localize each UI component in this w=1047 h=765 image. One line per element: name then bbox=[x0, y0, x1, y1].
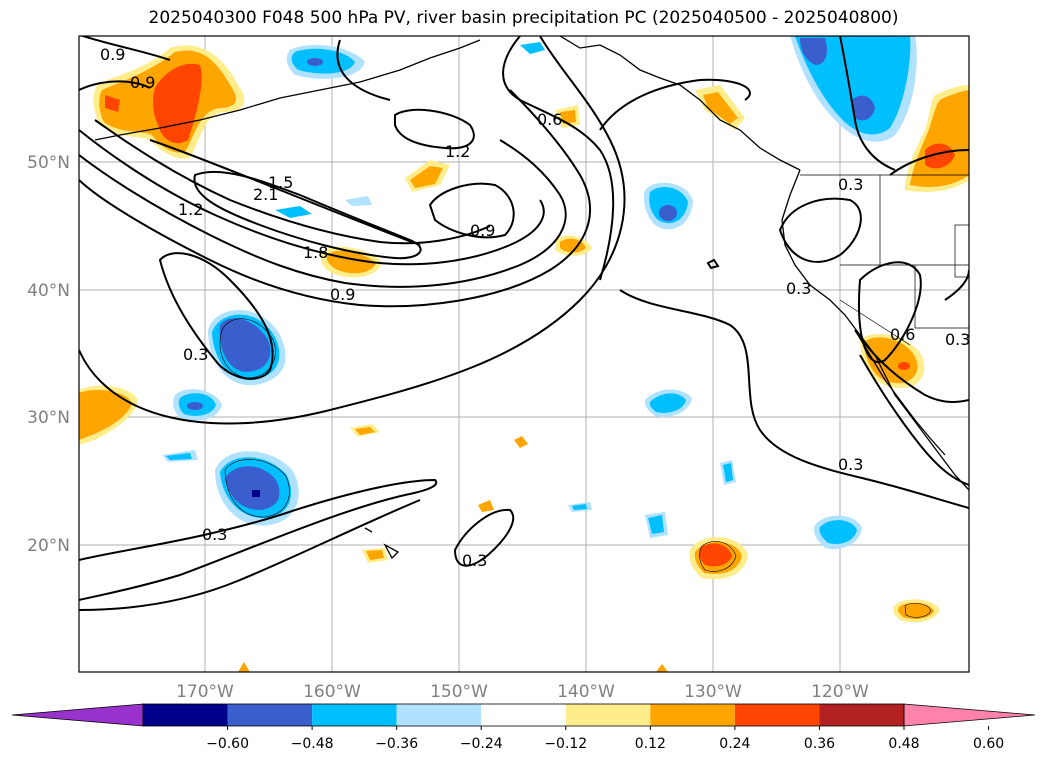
longitude-labels: 170°W 160°W 150°W 140°W 130°W 120°W bbox=[176, 682, 869, 702]
colorbar-segment bbox=[143, 704, 228, 726]
contour-label: 0.6 bbox=[537, 110, 562, 129]
contour-label: 0.9 bbox=[470, 221, 495, 240]
contour-label: 1.8 bbox=[303, 243, 328, 262]
colorbar-segment bbox=[819, 704, 904, 726]
colorbar-segment bbox=[650, 704, 735, 726]
contour-label: 0.3 bbox=[786, 279, 811, 298]
contour-label: 2.1 bbox=[253, 185, 278, 204]
contour-label: 0.3 bbox=[945, 330, 970, 349]
lat-label: 20°N bbox=[27, 536, 70, 556]
pv-contours bbox=[79, 36, 969, 611]
contour-label: 0.3 bbox=[202, 525, 227, 544]
colorbar-segment bbox=[481, 704, 566, 726]
lon-label: 160°W bbox=[303, 682, 361, 702]
contour-label: 0.3 bbox=[462, 551, 487, 570]
colorbar-tick-label: 0.48 bbox=[888, 736, 919, 752]
contour-label: 0.9 bbox=[100, 45, 125, 64]
colorbar-segment bbox=[227, 704, 313, 726]
colorbar: −0.60 −0.48 −0.36 −0.24 −0.12 0.12 0.24 0.36 0.4… bbox=[11, 703, 1036, 752]
political-borders bbox=[800, 174, 969, 346]
colorbar-segment bbox=[312, 704, 397, 726]
contour-label: 1.2 bbox=[445, 142, 470, 161]
contour-label: 0.3 bbox=[183, 345, 208, 364]
latitude-labels: 50°N 40°N 30°N 20°N bbox=[27, 153, 70, 556]
colorbar-segment bbox=[565, 704, 651, 726]
lon-label: 150°W bbox=[430, 682, 488, 702]
colorbar-outline bbox=[142, 703, 905, 727]
contour-labels: 0.9 0.9 1.2 0.6 1.5 2.1 1.2 0.9 1.8 0.9 … bbox=[100, 45, 970, 570]
contour-label: 1.2 bbox=[178, 200, 203, 219]
shading-outlines bbox=[219, 318, 932, 618]
coastlines bbox=[94, 36, 969, 560]
map-title: 2025040300 F048 500 hPa PV, river basin … bbox=[148, 8, 899, 28]
colorbar-tick-label: −0.48 bbox=[291, 736, 334, 752]
lat-label: 50°N bbox=[27, 153, 70, 173]
colorbar-tick-label: 0.24 bbox=[719, 736, 750, 752]
contour-label: 0.9 bbox=[130, 73, 155, 92]
contour-label: 0.6 bbox=[890, 325, 915, 344]
lat-label: 30°N bbox=[27, 408, 70, 428]
colorbar-tick-label: −0.36 bbox=[375, 736, 418, 752]
colorbar-tick-label: 0.36 bbox=[804, 736, 835, 752]
map-frame bbox=[78, 35, 970, 673]
lat-label: 40°N bbox=[27, 281, 70, 301]
lon-label: 120°W bbox=[811, 682, 869, 702]
contour-label: 0.3 bbox=[838, 455, 863, 474]
colorbar-tick-label: −0.12 bbox=[544, 736, 587, 752]
lon-label: 140°W bbox=[557, 682, 615, 702]
colorbar-tick-label: 0.60 bbox=[973, 736, 1004, 752]
colorbar-extend-max bbox=[903, 703, 1036, 727]
contour-label: 0.3 bbox=[838, 175, 863, 194]
contour-label: 1.5 bbox=[268, 173, 293, 192]
lon-label: 130°W bbox=[684, 682, 742, 702]
colorbar-segment bbox=[396, 704, 482, 726]
colorbar-tick-label: 0.12 bbox=[635, 736, 666, 752]
colorbar-segment bbox=[734, 704, 820, 726]
colorbar-tick-label: −0.60 bbox=[206, 736, 249, 752]
colorbar-tick-label: −0.24 bbox=[460, 736, 503, 752]
colorbar-extend-min bbox=[11, 703, 144, 727]
lon-label: 170°W bbox=[176, 682, 234, 702]
contour-label: 0.9 bbox=[330, 285, 355, 304]
